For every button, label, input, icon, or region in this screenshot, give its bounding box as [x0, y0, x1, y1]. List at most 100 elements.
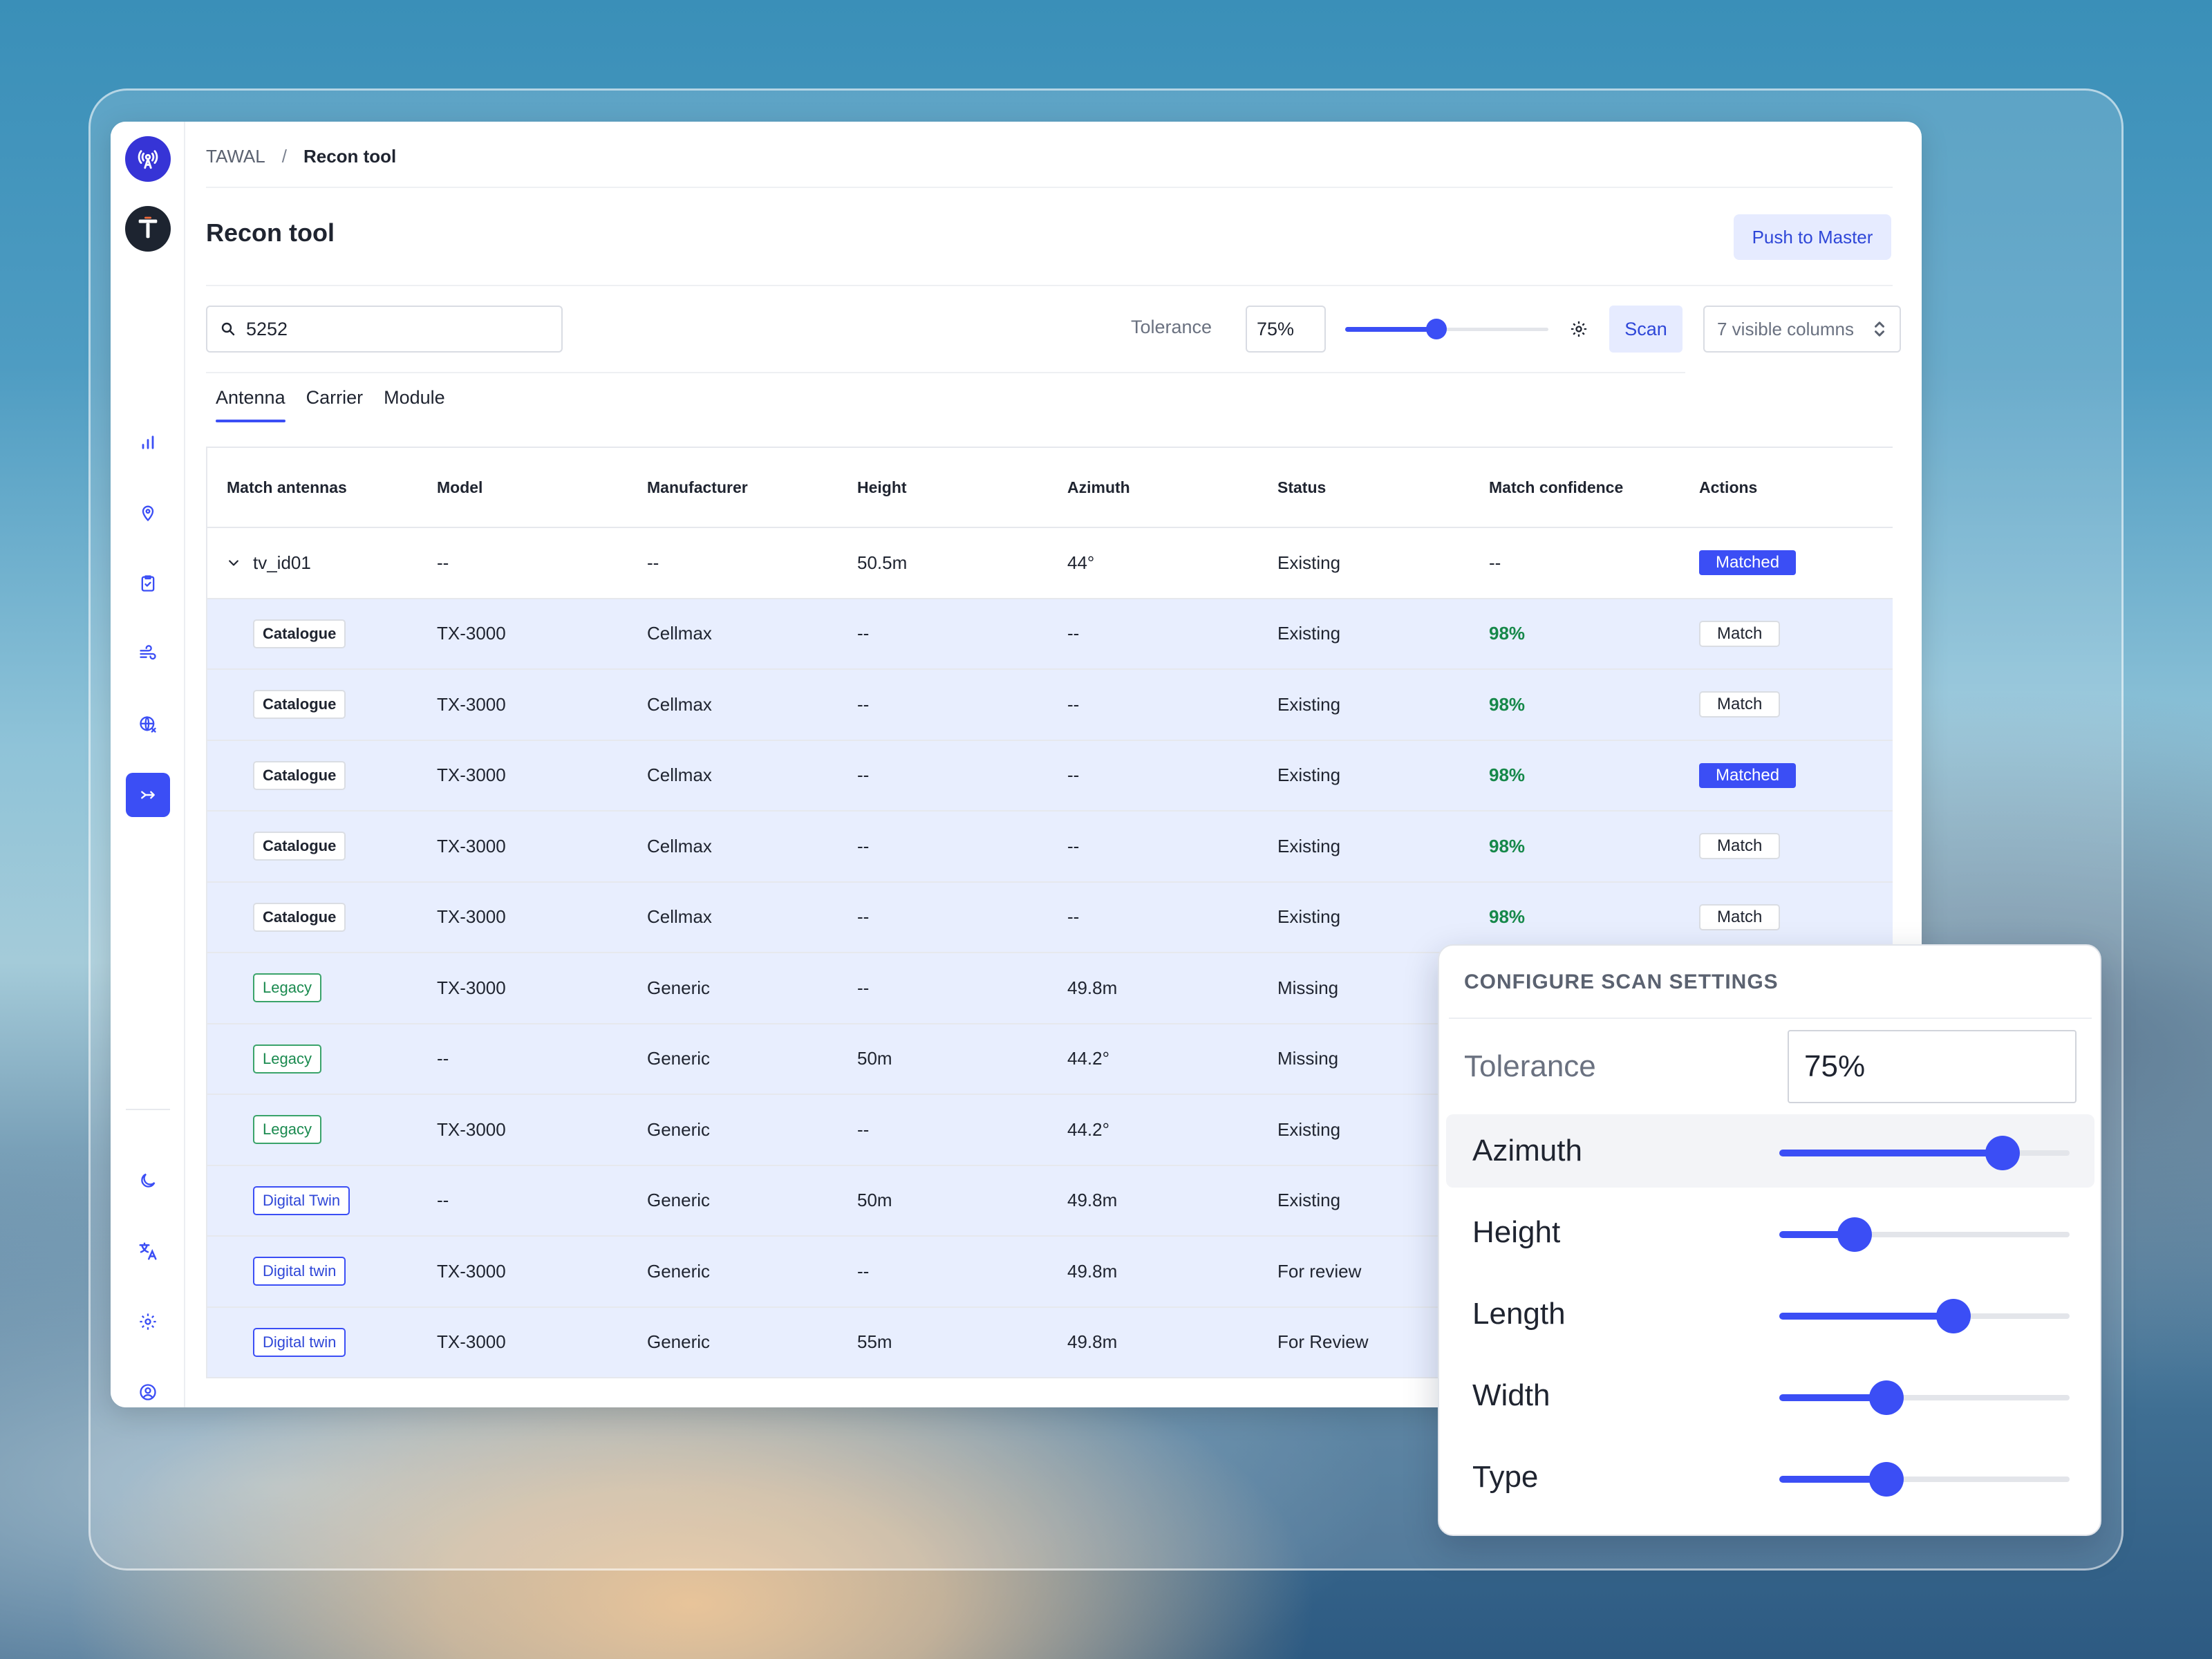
slider-label: Azimuth [1472, 1134, 1582, 1168]
source-cell: Digital twin [253, 1257, 346, 1286]
chevron-down-icon[interactable] [227, 556, 241, 570]
slider-handle[interactable] [1837, 1217, 1873, 1252]
slider-handle[interactable] [1869, 1380, 1904, 1415]
slider-label: Type [1472, 1460, 1539, 1494]
table-row-parent[interactable]: tv_id01 -- -- 50.5m 44° Existing -- Matc… [207, 528, 1893, 599]
sidebar-divider [126, 1109, 170, 1110]
match-button[interactable]: Match [1699, 903, 1781, 930]
tab-carrier[interactable]: Carrier [306, 387, 364, 408]
model-cell: TX-3000 [437, 977, 506, 998]
model-cell: -- [437, 552, 449, 573]
action-cell: Matched [1699, 550, 1797, 576]
search-input[interactable] [246, 318, 523, 340]
azimuth-slider[interactable] [1779, 1135, 2070, 1170]
tolerance-slider[interactable] [1345, 317, 1548, 341]
table-row[interactable]: Catalogue TX-3000 Cellmax -- -- Existing 98% Ma… [207, 670, 1893, 741]
app-window: TAWAL / Recon tool Recon tool Push to Ma… [111, 122, 1922, 1407]
table-row[interactable]: Catalogue TX-3000 Cellmax -- -- Existing 98% Ma… [207, 599, 1893, 670]
azimuth-cell: -- [1067, 765, 1080, 786]
search-box[interactable] [206, 306, 563, 353]
breadcrumb-root[interactable]: TAWAL [206, 145, 265, 167]
matched-button[interactable]: Matched [1699, 550, 1797, 576]
translate-icon[interactable] [126, 1229, 170, 1273]
manufacturer-cell: Cellmax [647, 906, 712, 928]
height-cell: -- [857, 1260, 870, 1282]
scan-settings-gear-icon[interactable] [1568, 318, 1590, 340]
length-slider[interactable] [1779, 1298, 2070, 1333]
slider-handle[interactable] [1936, 1299, 1971, 1333]
match-button[interactable]: Match [1699, 833, 1781, 860]
tolerance-input[interactable]: 75% [1246, 306, 1326, 353]
manufacturer-cell: Generic [647, 1260, 711, 1282]
tab-module[interactable]: Module [384, 387, 445, 408]
source-badge: Catalogue [253, 902, 346, 932]
match-button[interactable]: Match [1699, 691, 1781, 718]
model-cell: TX-3000 [437, 623, 506, 644]
azimuth-cell: -- [1067, 835, 1080, 856]
column-header[interactable]: Azimuth [1067, 478, 1130, 496]
type-slider[interactable] [1779, 1461, 2070, 1497]
azimuth-cell: 44.2° [1067, 1048, 1110, 1069]
column-header[interactable]: Match confidence [1489, 478, 1624, 496]
wind-icon[interactable] [126, 632, 170, 676]
column-header[interactable]: Match antennas [227, 478, 347, 496]
column-header[interactable]: Manufacturer [647, 478, 748, 496]
slider-track [1779, 1232, 2070, 1237]
slider-handle[interactable] [1869, 1462, 1904, 1497]
height-slider[interactable] [1779, 1217, 2070, 1252]
scan-button[interactable]: Scan [1609, 306, 1683, 353]
manufacturer-cell: Cellmax [647, 765, 712, 786]
user-profile-icon[interactable] [126, 1370, 170, 1407]
status-cell: Existing [1277, 765, 1341, 786]
slider-track [1345, 328, 1548, 331]
source-badge: Catalogue [253, 760, 346, 790]
height-cell: -- [857, 906, 870, 928]
recon-merge-icon[interactable] [126, 773, 170, 817]
push-to-master-button[interactable]: Push to Master [1734, 214, 1891, 260]
popover-tolerance-input[interactable]: 75% [1788, 1030, 2077, 1103]
tawal-logo-icon[interactable] [125, 206, 171, 252]
slider-fill [1779, 1231, 1855, 1238]
azimuth-cell: 49.8m [1067, 1331, 1118, 1353]
source-badge: Digital twin [253, 1327, 346, 1357]
slider-handle[interactable] [1426, 319, 1447, 339]
table-row[interactable]: Catalogue TX-3000 Cellmax -- -- Existing 98% Ma… [207, 812, 1893, 883]
azimuth-cell: 49.8m [1067, 1260, 1118, 1282]
globe-x-icon[interactable] [126, 702, 170, 747]
source-badge: Catalogue [253, 619, 346, 648]
divider [206, 187, 1893, 188]
clipboard-check-icon[interactable] [126, 561, 170, 606]
page-title: Recon tool [206, 218, 335, 247]
parent-name-cell[interactable]: tv_id01 [227, 552, 311, 574]
table-row[interactable]: Catalogue TX-3000 Cellmax -- -- Existing 98% Ma… [207, 740, 1893, 812]
tab-bar: Antenna Carrier Module [216, 387, 445, 422]
analytics-icon[interactable] [126, 420, 170, 465]
height-cell: -- [857, 765, 870, 786]
column-header[interactable]: Actions [1699, 478, 1758, 496]
visible-columns-select[interactable]: 7 visible columns [1703, 306, 1901, 353]
table-row[interactable]: Catalogue TX-3000 Cellmax -- -- Existing 98% Ma… [207, 882, 1893, 953]
column-header[interactable]: Height [857, 478, 907, 496]
source-badge: Catalogue [253, 690, 346, 720]
azimuth-cell: -- [1067, 623, 1080, 644]
width-slider[interactable] [1779, 1380, 2070, 1415]
manufacturer-cell: -- [647, 552, 659, 573]
height-cell: 55m [857, 1331, 892, 1353]
slider-handle[interactable] [1985, 1136, 2021, 1170]
matched-button[interactable]: Matched [1699, 762, 1797, 788]
source-cell: Catalogue [253, 619, 346, 648]
column-header[interactable]: Model [437, 478, 483, 496]
confidence-cell: 98% [1489, 835, 1526, 856]
breadcrumb: TAWAL / Recon tool [206, 142, 396, 170]
antenna-logo-icon[interactable] [125, 136, 171, 182]
location-pin-icon[interactable] [126, 491, 170, 535]
column-header[interactable]: Status [1277, 478, 1327, 496]
settings-gear-icon[interactable] [126, 1300, 170, 1344]
tab-antenna[interactable]: Antenna [216, 387, 285, 422]
confidence-cell: 98% [1489, 623, 1526, 644]
visible-columns-label: 7 visible columns [1717, 318, 1854, 339]
match-button[interactable]: Match [1699, 620, 1781, 647]
slider-row-type: Type [1446, 1441, 2094, 1514]
dark-mode-icon[interactable] [126, 1159, 170, 1203]
height-cell: -- [857, 623, 870, 644]
